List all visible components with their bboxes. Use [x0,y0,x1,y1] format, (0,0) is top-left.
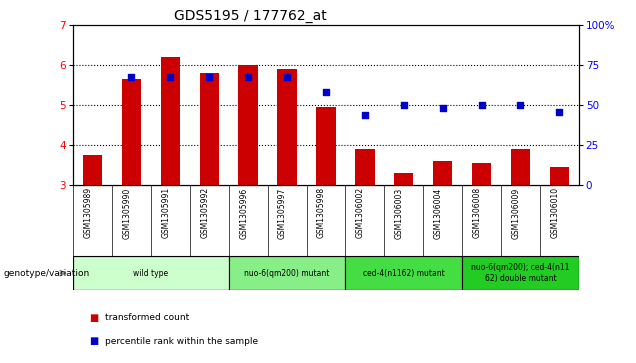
Bar [200,73,219,185]
Point [282,74,292,79]
Bar [472,163,491,185]
Text: GSM1306002: GSM1306002 [356,187,365,238]
Point [399,102,409,108]
Bar [73,256,229,290]
Bar [462,256,579,290]
Bar [433,161,452,185]
Bar [394,173,413,185]
Bar [277,69,297,185]
Text: ■: ■ [89,313,99,323]
Point [204,74,214,79]
Text: GSM1306008: GSM1306008 [473,187,481,238]
Text: nuo-6(qm200) mutant: nuo-6(qm200) mutant [244,269,329,278]
Text: GSM1305991: GSM1305991 [162,187,170,238]
Text: GSM1306009: GSM1306009 [511,187,520,238]
Bar [229,256,345,290]
Text: nuo-6(qm200); ced-4(n11
62) double mutant: nuo-6(qm200); ced-4(n11 62) double mutan… [471,264,570,283]
Point [554,109,564,115]
Text: percentile rank within the sample: percentile rank within the sample [105,337,258,346]
Bar [238,65,258,185]
Bar [83,155,102,185]
Text: GSM1306004: GSM1306004 [434,187,443,238]
Point [127,74,137,79]
Text: GSM1305998: GSM1305998 [317,187,326,238]
Text: GSM1305989: GSM1305989 [83,187,93,238]
Text: GSM1306010: GSM1306010 [550,187,559,238]
Bar [345,256,462,290]
Point [243,74,253,79]
Point [321,90,331,95]
Bar [161,57,180,185]
Text: GSM1305996: GSM1305996 [239,187,248,238]
Text: transformed count: transformed count [105,313,189,322]
Bar [121,79,141,185]
Point [438,106,448,111]
Bar [550,167,569,185]
Point [360,112,370,118]
Bar [511,149,530,185]
Text: GSM1305997: GSM1305997 [278,187,287,238]
Text: wild type: wild type [134,269,169,278]
Text: genotype/variation: genotype/variation [3,269,90,278]
Text: GSM1306003: GSM1306003 [395,187,404,238]
Text: ced-4(n1162) mutant: ced-4(n1162) mutant [363,269,445,278]
Text: ■: ■ [89,336,99,346]
Bar [355,149,375,185]
Bar [316,107,336,185]
Text: GSM1305992: GSM1305992 [200,187,209,238]
Text: GSM1305990: GSM1305990 [123,187,132,238]
Point [476,102,487,108]
Point [515,102,525,108]
Point [165,74,176,79]
Text: GDS5195 / 177762_at: GDS5195 / 177762_at [174,9,326,23]
